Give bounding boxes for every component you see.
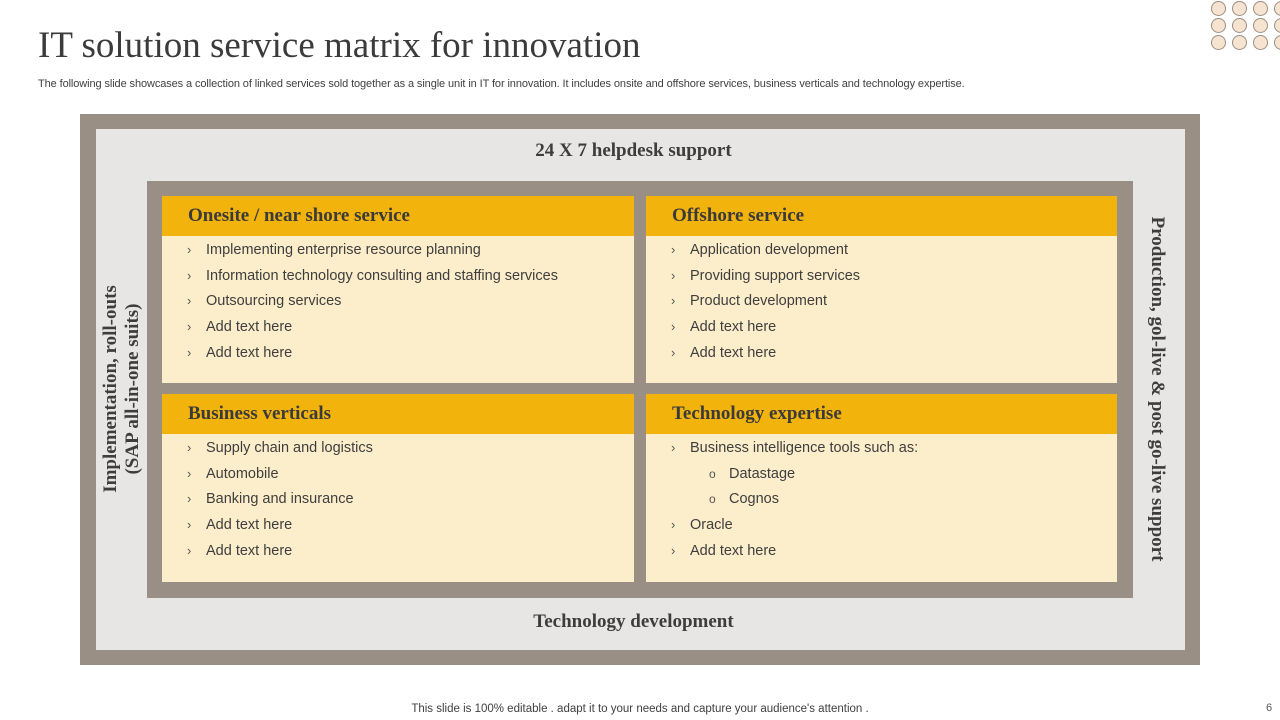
circle-bullet-icon: o bbox=[709, 466, 716, 481]
chevron-right-icon: › bbox=[671, 242, 676, 257]
list-item: › Banking and insurance bbox=[162, 488, 634, 514]
quadrant-title: Onesite / near shore service bbox=[162, 196, 634, 236]
list-item: › Oracle bbox=[646, 514, 1117, 540]
list-item-text: Outsourcing services bbox=[206, 293, 342, 310]
list-item-text: Add text here bbox=[206, 344, 293, 361]
list-item: › Application development bbox=[646, 239, 1117, 265]
chevron-right-icon: › bbox=[187, 293, 192, 309]
list-item-text: Add text here bbox=[206, 542, 293, 559]
list-item: › Automobile bbox=[162, 463, 634, 489]
sub-list-item: o Cognos bbox=[646, 488, 1117, 514]
list-item-text: Providing support services bbox=[690, 267, 861, 284]
page-subtitle: The following slide showcases a collecti… bbox=[38, 78, 965, 90]
chevron-right-icon: › bbox=[187, 344, 192, 360]
matrix-bottom-label: Technology development bbox=[533, 611, 734, 632]
matrix-right-label: Production, gol-live & post go-live supp… bbox=[1147, 216, 1168, 562]
chevron-right-icon: › bbox=[671, 542, 676, 558]
matrix-left-label-line1: Implementation, roll-outs bbox=[100, 285, 121, 493]
page-number: 6 bbox=[1266, 702, 1273, 714]
matrix-top-label: 24 X 7 helpdesk support bbox=[535, 140, 732, 161]
slide-footer: This slide is 100% editable . adapt it t… bbox=[411, 703, 869, 715]
list-item-text: Oracle bbox=[690, 517, 733, 534]
quadrant-title: Technology expertise bbox=[646, 394, 1117, 434]
chevron-right-icon: › bbox=[671, 267, 676, 283]
chevron-right-icon: › bbox=[187, 440, 192, 455]
list-item-text: Add text here bbox=[690, 542, 777, 559]
list-item: › Information technology consulting and s… bbox=[162, 265, 634, 291]
list-item-text: Supply chain and logistics bbox=[206, 440, 373, 456]
list-item-text: Add text here bbox=[690, 344, 777, 361]
list-item-text: Add text here bbox=[206, 517, 293, 534]
quadrant-business-verticals: Business verticals › Supply chain and log… bbox=[162, 394, 634, 582]
quadrant-list: › Application development › Providing supp… bbox=[646, 236, 1117, 367]
list-item-text: Cognos bbox=[729, 491, 779, 508]
chevron-right-icon: › bbox=[671, 517, 676, 533]
chevron-right-icon: › bbox=[187, 491, 192, 507]
chevron-right-icon: › bbox=[187, 517, 192, 533]
list-item-text: Product development bbox=[690, 293, 828, 310]
list-item: › Add text here bbox=[162, 514, 634, 540]
list-item: › Add text here bbox=[162, 540, 634, 566]
chevron-right-icon: › bbox=[671, 319, 676, 335]
list-item-text: Add text here bbox=[206, 319, 293, 336]
list-item-text: Implementing enterprise resource plannin… bbox=[206, 242, 481, 258]
chevron-right-icon: › bbox=[187, 319, 192, 335]
list-item-text: Application development bbox=[690, 242, 848, 258]
list-item: › Outsourcing services bbox=[162, 290, 634, 316]
matrix-left-label: Implementation, roll-outs (SAP all-in-on… bbox=[100, 249, 144, 529]
chevron-right-icon: › bbox=[187, 542, 192, 558]
list-item-text: Information technology consulting and st… bbox=[206, 267, 558, 284]
chevron-right-icon: › bbox=[671, 344, 676, 360]
quadrant-offshore-service: Offshore service › Application developmen… bbox=[646, 196, 1117, 383]
list-item-text: Automobile bbox=[206, 465, 279, 482]
dot-grid-decoration-icon bbox=[1209, 0, 1280, 52]
quadrant-title: Offshore service bbox=[646, 196, 1117, 236]
quadrant-technology-expertise: Technology expertise › Business intellige… bbox=[646, 394, 1117, 582]
matrix-left-label-line2: (SAP all-in-one suits) bbox=[122, 303, 143, 475]
chevron-right-icon: › bbox=[187, 465, 192, 481]
page-title: IT solution service matrix for innovatio… bbox=[38, 25, 641, 66]
list-item: › Add text here bbox=[646, 540, 1117, 566]
list-item-text: Business intelligence tools such as: bbox=[690, 440, 919, 456]
quadrant-title: Business verticals bbox=[162, 394, 634, 434]
quadrant-onsite-service: Onesite / near shore service › Implementi… bbox=[162, 196, 634, 383]
list-item-text: Banking and insurance bbox=[206, 491, 354, 508]
circle-bullet-icon: o bbox=[709, 492, 716, 507]
chevron-right-icon: › bbox=[671, 293, 676, 309]
list-item-text: Add text here bbox=[690, 319, 777, 336]
list-item: › Add text here bbox=[162, 316, 634, 342]
sub-list-item: o Datastage bbox=[646, 463, 1117, 489]
list-item: › Product development bbox=[646, 290, 1117, 316]
list-item: › Business intelligence tools such as: bbox=[646, 437, 1117, 463]
list-item: › Add text here bbox=[162, 342, 634, 368]
chevron-right-icon: › bbox=[187, 267, 192, 283]
list-item: › Implementing enterprise resource planni… bbox=[162, 239, 634, 265]
list-item: › Providing support services bbox=[646, 265, 1117, 291]
chevron-right-icon: › bbox=[187, 242, 192, 257]
quadrant-list: › Supply chain and logistics › Automobile … bbox=[162, 434, 634, 565]
list-item: › Add text here bbox=[646, 342, 1117, 368]
list-item-text: Datastage bbox=[729, 465, 796, 482]
quadrant-list: › Implementing enterprise resource planni… bbox=[162, 236, 634, 367]
list-item: › Add text here bbox=[646, 316, 1117, 342]
list-item: › Supply chain and logistics bbox=[162, 437, 634, 463]
chevron-right-icon: › bbox=[671, 440, 676, 455]
